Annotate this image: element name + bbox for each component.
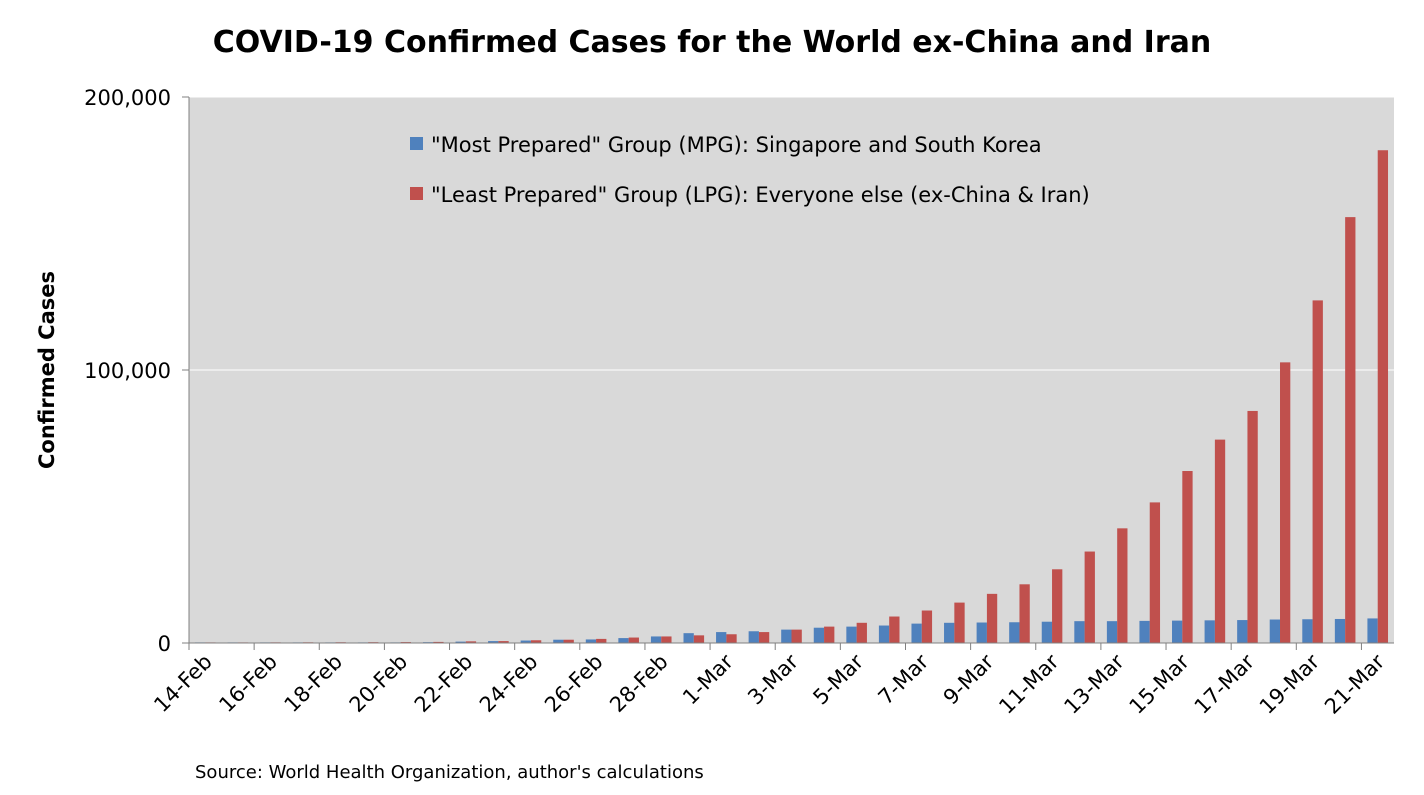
bar-lpg [1117,528,1128,643]
legend-label: "Most Prepared" Group (MPG): Singapore a… [431,133,1042,157]
bar-lpg [954,602,965,643]
bar-mpg [1172,620,1183,643]
bar-lpg [889,616,900,643]
bar-lpg [921,610,933,643]
gridlines [189,96,1394,371]
x-tick-label: 9-Mar [939,649,999,709]
bar-lpg [1084,551,1095,643]
bar-mpg [846,626,857,643]
bar-mpg [1367,618,1378,643]
x-tick-label: 26-Feb [540,650,608,718]
x-tick-label: 14-Feb [149,650,217,718]
x-tick-label: 15-Mar [1125,649,1194,718]
bar-lpg [661,636,672,643]
legend-swatch [410,137,423,150]
x-tick-label: 13-Mar [1059,649,1128,718]
bar-lpg [530,640,542,643]
x-tick-label: 18-Feb [280,650,348,718]
bar-mpg [1139,620,1150,643]
bar-mpg [813,627,825,643]
bar-lpg [1052,569,1063,643]
bar-mpg [683,633,694,643]
bar-mpg [455,641,466,643]
legend-swatch [410,187,423,200]
bar-mpg [911,623,922,643]
bar-lpg [856,622,867,643]
bar-lpg [465,641,477,643]
bar-mpg [618,638,629,643]
x-tick-label: 24-Feb [475,650,543,718]
y-tick-label: 0 [158,632,171,656]
bar-lpg [726,634,737,643]
y-ticks: 0 100,000 200,000 [84,86,189,656]
x-tick-label: 28-Feb [605,650,673,718]
x-tick-label: 1-Mar [678,649,738,709]
bar-lpg [1019,584,1030,643]
x-tick-label: 3-Mar [743,649,803,709]
bar-mpg [585,639,597,643]
bar-mpg [1237,620,1248,643]
bar-mpg [520,640,531,643]
chart-title: COVID-19 Confirmed Cases for the World e… [213,25,1211,60]
y-axis-label: Confirmed Cases [35,271,59,469]
x-tick-label: 11-Mar [994,649,1063,718]
bar-lpg [1214,439,1226,643]
bar-mpg [553,639,564,643]
bar-lpg [563,639,574,643]
bar-lpg [1149,502,1161,643]
bar-lpg [1377,150,1389,644]
bar-lpg [1312,300,1323,643]
x-tick-label: 22-Feb [410,650,478,718]
bar-lpg [498,641,509,643]
bar-mpg [488,641,499,643]
bar-lpg [693,635,705,643]
bar-lpg [1345,217,1356,643]
bar-lpg [791,629,802,643]
y-tick-label: 200,000 [84,86,171,110]
x-tick-label: 20-Feb [345,650,413,718]
bar-mpg [1009,622,1020,643]
bar-mpg [716,632,727,643]
bar-lpg [986,593,998,643]
bar-mpg [878,625,890,643]
bar-lpg [628,637,639,643]
source-note: Source: World Health Organization, autho… [195,762,704,783]
bar-mpg [781,629,792,643]
bar-mpg [1302,619,1313,643]
bar-lpg [758,632,770,643]
bars [194,150,1389,644]
bar-lpg [1280,362,1291,643]
x-tick-label: 5-Mar [808,649,868,709]
x-tick-label: 17-Mar [1190,649,1259,718]
legend: "Most Prepared" Group (MPG): Singapore a… [410,133,1090,207]
x-tick-label: 19-Mar [1255,649,1324,718]
bar-mpg [976,622,987,643]
bar-mpg [1074,621,1085,643]
x-tick-label: 21-Mar [1320,649,1389,718]
bar-lpg [1182,471,1193,643]
bar-mpg [1041,621,1053,643]
bar-lpg [433,641,444,643]
x-ticks: 14-Feb16-Feb18-Feb20-Feb22-Feb24-Feb26-F… [149,643,1390,719]
bar-mpg [650,636,662,643]
bar-lpg [596,638,607,643]
bar-mpg [944,622,955,643]
bar-mpg [1334,618,1346,643]
bar-lpg [824,626,835,643]
y-tick-label: 100,000 [84,359,171,383]
x-tick-label: 16-Feb [214,650,282,718]
bar-mpg [1269,619,1281,643]
legend-label: "Least Prepared" Group (LPG): Everyone e… [431,183,1090,207]
bar-mpg [1204,620,1215,643]
bar-lpg [1247,410,1258,643]
x-tick-label: 7-Mar [874,649,934,709]
bar-mpg [748,631,759,643]
bar-mpg [1106,621,1118,643]
